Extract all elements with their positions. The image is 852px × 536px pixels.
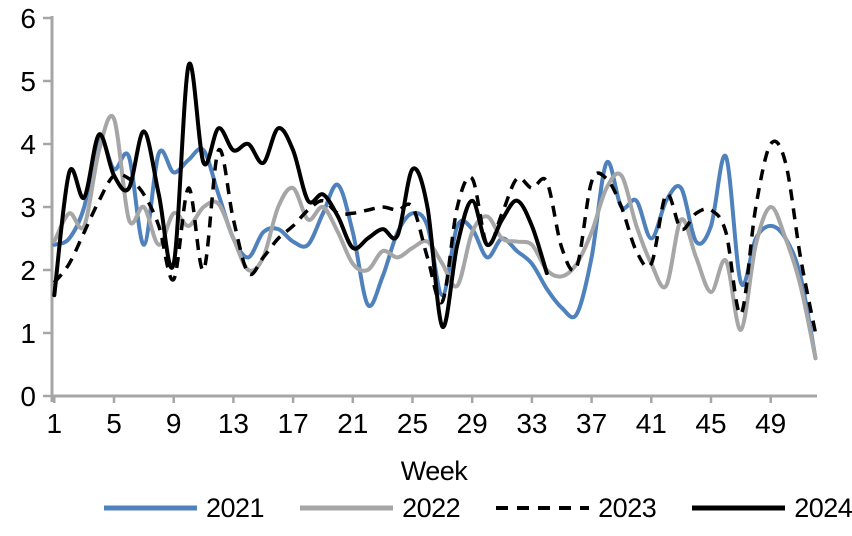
legend-label-2022: 2022 bbox=[402, 493, 461, 523]
x-tick-label: 37 bbox=[576, 408, 607, 439]
legend-label-2021: 2021 bbox=[206, 493, 265, 523]
x-tick-label: 1 bbox=[47, 408, 63, 439]
x-tick-label: 17 bbox=[278, 408, 309, 439]
legend-line-sample-2024 bbox=[692, 505, 786, 511]
y-tick-label: 3 bbox=[20, 192, 36, 223]
x-tick-label: 33 bbox=[516, 408, 547, 439]
x-tick-label: 13 bbox=[218, 408, 249, 439]
x-tick-label: 45 bbox=[695, 408, 726, 439]
y-tick-label: 2 bbox=[20, 255, 36, 286]
series-line-2023 bbox=[52, 139, 818, 334]
legend-item-2022: 2022 bbox=[300, 491, 461, 525]
y-tick-label: 0 bbox=[20, 381, 36, 412]
y-tick-label: 5 bbox=[20, 66, 36, 97]
legend-line-sample-2021 bbox=[104, 505, 197, 511]
legend-item-2023: 2023 bbox=[496, 491, 657, 525]
x-tick-label: 25 bbox=[397, 408, 428, 439]
x-tick-label: 5 bbox=[106, 408, 122, 439]
series-line-2021 bbox=[52, 135, 818, 361]
x-tick-label: 21 bbox=[337, 408, 368, 439]
series-line-2024 bbox=[52, 61, 549, 329]
legend-item-2021: 2021 bbox=[104, 491, 265, 525]
x-tick-label: 9 bbox=[166, 408, 182, 439]
series-line-2022 bbox=[52, 114, 818, 361]
legend: 2021 2022 2023 2024 bbox=[104, 491, 852, 525]
x-tick-label: 29 bbox=[457, 408, 488, 439]
legend-item-2024: 2024 bbox=[692, 491, 852, 525]
y-tick-label: 4 bbox=[20, 129, 36, 160]
y-tick-label: 6 bbox=[20, 3, 36, 34]
y-tick-label: 1 bbox=[20, 318, 36, 349]
x-tick-label: 41 bbox=[636, 408, 667, 439]
legend-line-sample-2023 bbox=[496, 506, 590, 510]
legend-label-2024: 2024 bbox=[794, 493, 852, 523]
x-tick-label: 49 bbox=[755, 408, 786, 439]
x-axis-title: Week bbox=[400, 456, 468, 486]
legend-line-sample-2022 bbox=[300, 505, 394, 511]
legend-label-2023: 2023 bbox=[598, 493, 657, 523]
